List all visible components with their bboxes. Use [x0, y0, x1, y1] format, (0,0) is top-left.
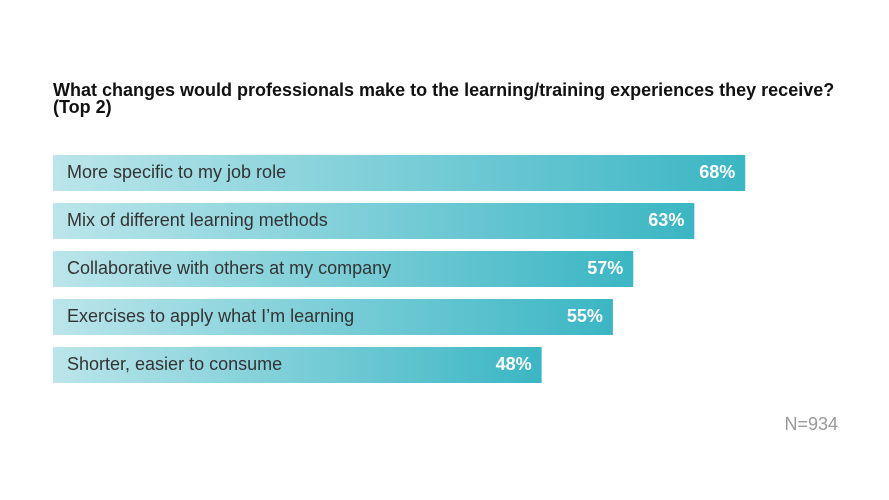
- bar-highlight: [53, 155, 746, 191]
- bar-highlight: [53, 347, 542, 383]
- bar-highlight: [53, 251, 634, 287]
- bar-highlight: [53, 299, 613, 335]
- category-label: Collaborative with others at my company: [67, 258, 391, 278]
- category-label: Mix of different learning methods: [67, 210, 328, 230]
- value-label: 63%: [648, 210, 684, 230]
- value-label: 48%: [496, 354, 532, 374]
- category-label: Shorter, easier to consume: [67, 354, 282, 374]
- bar-highlight: [53, 203, 695, 239]
- category-label: Exercises to apply what I’m learning: [67, 306, 354, 326]
- chart-title: What changes would professionals make to…: [53, 80, 835, 117]
- value-label: 55%: [567, 306, 603, 326]
- sample-note: N=934: [784, 414, 838, 434]
- value-label: 68%: [699, 162, 735, 182]
- value-label: 57%: [587, 258, 623, 278]
- category-label: More specific to my job role: [67, 162, 286, 182]
